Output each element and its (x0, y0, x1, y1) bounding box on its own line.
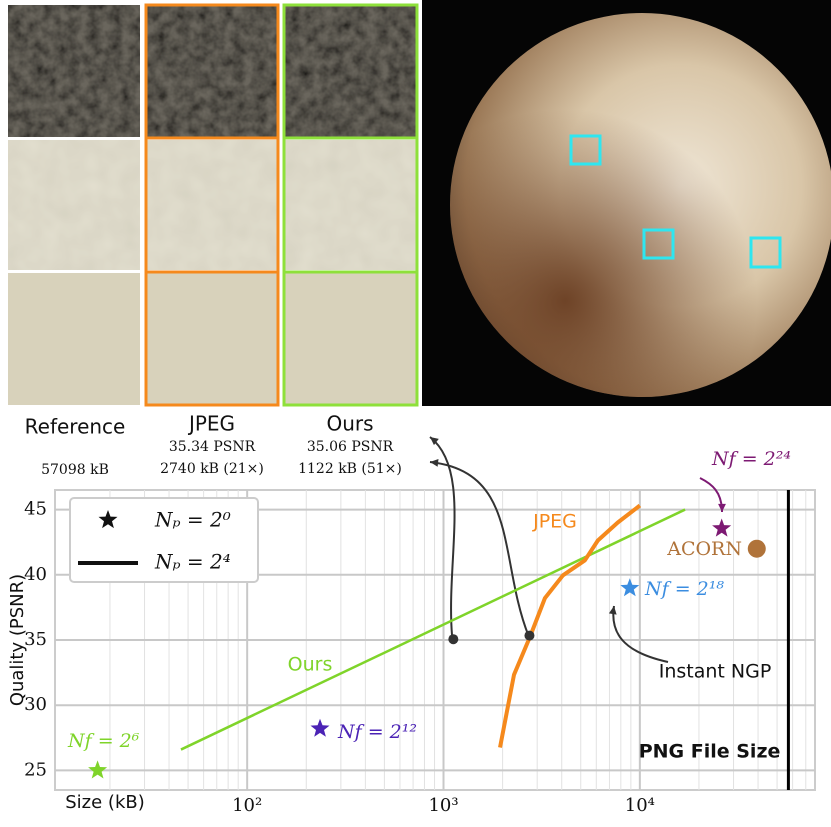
x-tick-label: 10³ (428, 795, 458, 816)
crop-image (8, 5, 140, 137)
legend-label: Nₚ = 2⁴ (154, 550, 231, 574)
annotation: Instant NGP (659, 661, 772, 683)
panel-size: 57098 kB (41, 462, 109, 478)
crop-image (284, 5, 417, 137)
panel-size: 1122 kB (51×) (298, 461, 402, 477)
series-label: Ours (288, 654, 333, 676)
crop-image (146, 273, 278, 405)
panel-label: JPEG (187, 412, 235, 436)
crop-marker (749, 236, 782, 269)
arrow (429, 436, 456, 636)
crop-image (146, 5, 278, 137)
arrow-head (430, 437, 439, 446)
arrow-head (430, 459, 439, 467)
panel-psnr: 35.06 PSNR (307, 439, 394, 455)
y-tick-label: 35 (24, 629, 47, 650)
planet-shade (450, 13, 831, 397)
point-star (712, 518, 732, 537)
highlight-dot (448, 634, 459, 645)
crop-image (146, 140, 278, 270)
y-tick-label: 40 (24, 564, 47, 585)
point-label: Nf = 2¹² (337, 721, 417, 743)
series-line (498, 503, 642, 748)
panel-label: Reference (25, 415, 126, 439)
panel-size: 2740 kB (21×) (160, 461, 264, 477)
point-star (620, 578, 640, 597)
panel-psnr: 35.34 PSNR (169, 439, 256, 455)
y-tick-label: 30 (24, 694, 47, 715)
point-label: Nf = 2²⁴ (711, 448, 791, 470)
point-star (88, 760, 108, 779)
y-axis-label: Quality (PSNR) (7, 574, 28, 706)
arrow-head (608, 606, 617, 615)
y-tick-label: 45 (24, 499, 47, 520)
x-tick-label: 10² (232, 795, 262, 816)
crops (8, 3, 419, 407)
point-label: Nf = 2⁶ (67, 730, 140, 752)
point-label: Nf = 2¹⁸ (644, 578, 724, 600)
reference-label: PNG File Size (639, 741, 781, 763)
x-axis-label: Size (kB) (65, 792, 145, 813)
arrow-head (718, 503, 726, 512)
crop-marker (569, 134, 602, 166)
arrow (429, 461, 530, 638)
point-label: ACORN (666, 538, 742, 560)
plot: 10² 10³ 10⁴ 25 30 35 40 45 Size (kB) Quality (PSN… (7, 436, 816, 816)
highlight-dot (524, 630, 535, 641)
pluto-image (422, 0, 831, 406)
crop-image (8, 273, 140, 405)
series-label: JPEG (532, 511, 577, 533)
panel-label: Ours (326, 412, 373, 436)
crop-image (284, 273, 417, 405)
crop-border (144, 3, 280, 407)
crop-image (284, 140, 417, 270)
series-line (180, 508, 686, 751)
y-tick-label: 25 (24, 759, 47, 780)
crop-marker (642, 228, 675, 260)
point-star (310, 718, 330, 737)
legend-label: Nₚ = 2⁰ (154, 508, 231, 532)
crop-image (8, 140, 140, 270)
x-tick-label: 10⁴ (625, 795, 655, 816)
crop-border (282, 3, 419, 407)
legend-star (98, 510, 118, 529)
point-circle (747, 539, 766, 558)
